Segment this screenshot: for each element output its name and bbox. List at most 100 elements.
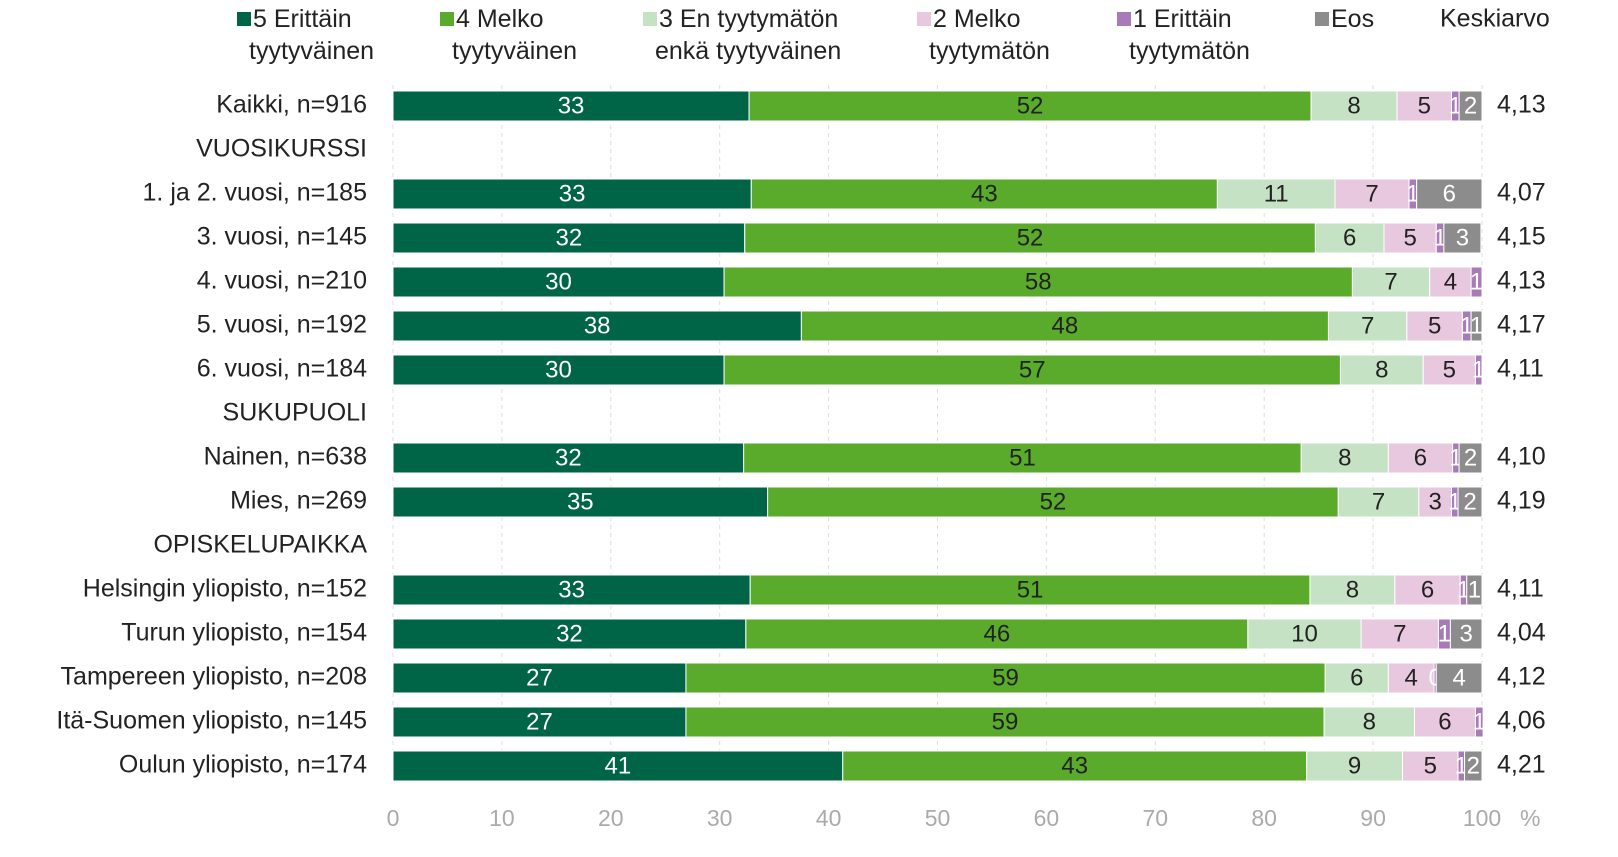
value-label: 1 <box>1460 312 1473 339</box>
mean-label: 4,17 <box>1497 311 1546 339</box>
bar-segment <box>1458 90 1483 122</box>
category-label: 6. vuosi, n=184 <box>197 355 367 383</box>
value-label: 35 <box>567 488 594 515</box>
bar-segment <box>1449 618 1483 650</box>
bar-segment <box>1351 266 1431 298</box>
value-label: 2 <box>1463 488 1476 515</box>
bar-segment <box>1457 486 1483 518</box>
category-label: Tampereen yliopisto, n=208 <box>61 663 367 691</box>
legend-swatch <box>643 12 657 26</box>
bar-segment <box>1474 706 1484 738</box>
bar-segment <box>392 574 751 606</box>
bar-segment <box>392 266 725 298</box>
bar-segment <box>392 90 750 122</box>
bar-segment <box>745 618 1249 650</box>
x-tick-label: 60 <box>1034 805 1060 831</box>
bar-segment <box>767 486 1339 518</box>
mean-label: 4,10 <box>1497 443 1546 471</box>
legend-swatch <box>1117 12 1131 26</box>
category-label: VUOSIKURSSI <box>196 135 367 163</box>
value-label: 8 <box>1338 444 1351 471</box>
x-tick-label: 10 <box>489 805 515 831</box>
bar-segment <box>1470 310 1483 342</box>
bar-segment <box>723 266 1353 298</box>
mean-label: 4,06 <box>1497 707 1546 735</box>
value-label: 6 <box>1443 180 1456 207</box>
mean-label: 4,11 <box>1497 575 1544 603</box>
x-tick-label: 80 <box>1251 805 1277 831</box>
mean-label: 4,11 <box>1497 355 1544 383</box>
legend-swatch <box>1315 12 1329 26</box>
value-label: 1 <box>1473 708 1486 735</box>
category-label: Mies, n=269 <box>230 487 367 515</box>
value-label: 41 <box>605 752 632 779</box>
value-label: 5 <box>1424 752 1437 779</box>
bar-segment <box>392 310 802 342</box>
value-label: 1 <box>1468 576 1481 603</box>
value-label: 5 <box>1443 356 1456 383</box>
bar-segment <box>1466 574 1483 606</box>
value-label: 52 <box>1017 224 1044 251</box>
bar-segment <box>1387 442 1454 474</box>
x-tick-label: 100 <box>1463 805 1501 831</box>
x-unit: % <box>1520 805 1540 831</box>
value-label: 48 <box>1052 312 1079 339</box>
bar-segment <box>392 706 687 738</box>
category-label: Kaikki, n=916 <box>216 91 367 119</box>
bar-segment <box>1443 222 1482 254</box>
value-label: 7 <box>1384 268 1397 295</box>
category-label: Helsingin yliopisto, n=152 <box>83 575 367 603</box>
value-label: 3 <box>1428 488 1441 515</box>
category-label: Oulun yliopisto, n=174 <box>119 751 367 779</box>
value-label: 27 <box>526 708 553 735</box>
value-label: 5 <box>1428 312 1441 339</box>
bar-segment <box>1339 354 1424 386</box>
value-label: 27 <box>526 664 553 691</box>
bar-segment <box>1310 90 1398 122</box>
legend-label: 3 En tyytymätön enkä tyytyväinen <box>655 5 845 65</box>
bar-segment <box>1422 354 1476 386</box>
mean-label: 4,12 <box>1497 663 1546 691</box>
value-label: 59 <box>992 664 1019 691</box>
value-label: 2 <box>1464 92 1477 119</box>
mean-label: 4,07 <box>1497 179 1546 207</box>
x-tick-label: 50 <box>925 805 951 831</box>
bar-segment <box>1464 750 1483 782</box>
mean-label: 4,04 <box>1497 619 1546 647</box>
value-label: 52 <box>1040 488 1067 515</box>
value-label: 33 <box>558 92 585 119</box>
value-label: 9 <box>1348 752 1361 779</box>
value-label: 6 <box>1343 224 1356 251</box>
legend-swatch <box>917 12 931 26</box>
value-label: 8 <box>1375 356 1388 383</box>
bar-segment <box>392 354 725 386</box>
bar-segment <box>1429 266 1472 298</box>
bar-segment <box>749 574 1311 606</box>
value-label: 33 <box>558 576 585 603</box>
category-label: OPISKELUPAIKKA <box>153 531 367 559</box>
legend-swatch <box>440 12 454 26</box>
value-label: 32 <box>556 224 583 251</box>
value-label: 1 <box>1472 356 1485 383</box>
bar-segment <box>1413 706 1476 738</box>
legend-swatch <box>237 12 251 26</box>
bar-segment <box>392 178 752 210</box>
bar-segment <box>748 90 1312 122</box>
value-label: 52 <box>1017 92 1044 119</box>
bar-segment <box>1216 178 1336 210</box>
value-label: 7 <box>1393 620 1406 647</box>
bar-segment <box>1406 310 1463 342</box>
value-label: 46 <box>983 620 1010 647</box>
bar-segment <box>1435 662 1483 694</box>
value-label: 51 <box>1009 444 1036 471</box>
bar-segment <box>392 750 844 782</box>
bar-segment <box>392 662 687 694</box>
value-label: 5 <box>1403 224 1416 251</box>
value-label: 58 <box>1025 268 1052 295</box>
bar-segment <box>1474 354 1483 386</box>
value-label: 7 <box>1365 180 1378 207</box>
value-label: 30 <box>545 268 572 295</box>
category-label: Turun yliopisto, n=154 <box>121 619 367 647</box>
value-label: 30 <box>545 356 572 383</box>
